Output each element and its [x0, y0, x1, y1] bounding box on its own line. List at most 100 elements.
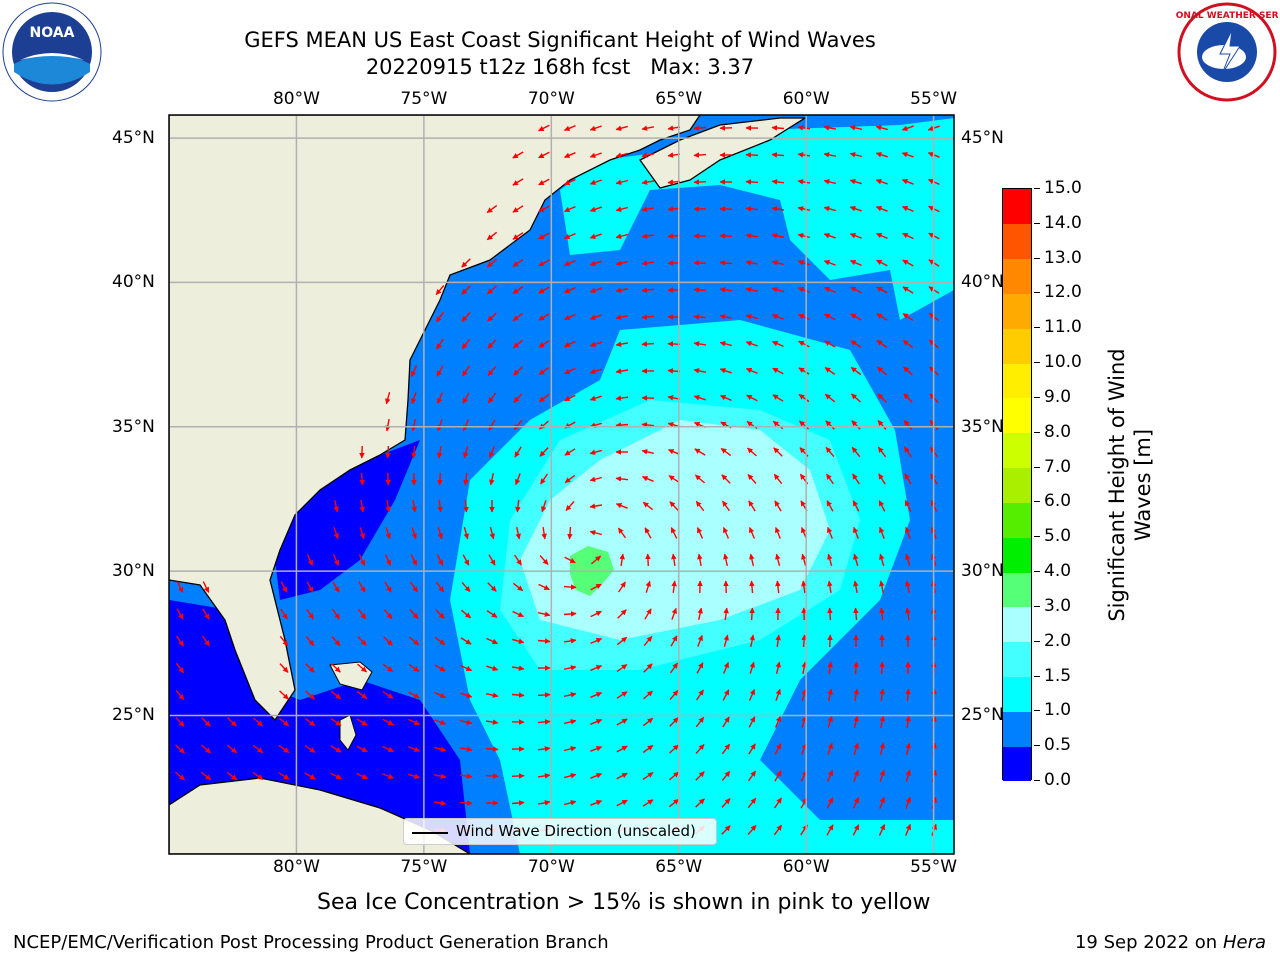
wind-wave-arrow: [826, 473, 834, 485]
wind-wave-arrow: [671, 580, 677, 593]
wind-wave-arrow: [304, 745, 316, 753]
wind-wave-arrow: [539, 447, 549, 457]
colorbar-title-line2: Waves [m]: [1131, 428, 1155, 542]
wind-wave-arrow: [615, 287, 629, 293]
wind-wave-arrow: [748, 500, 756, 512]
wind-wave-arrow: [409, 609, 419, 619]
wind-wave-arrow: [487, 582, 497, 592]
wind-wave-arrow: [878, 473, 886, 485]
colorbar-tick: [1034, 605, 1040, 607]
wind-wave-arrow: [486, 204, 498, 214]
wind-wave-arrow: [826, 769, 834, 782]
wind-wave-arrow: [202, 635, 210, 647]
wind-wave-arrow: [463, 527, 469, 540]
colorbar-tick-label: 1.5: [1044, 665, 1072, 686]
wind-wave-arrow: [564, 773, 577, 779]
wind-wave-arrow: [879, 769, 885, 782]
wind-wave-arrow: [797, 233, 810, 239]
footer-date: 19 Sep 2022 on Hera: [1075, 932, 1266, 953]
wind-wave-arrow: [902, 339, 914, 349]
wind-wave-arrow: [359, 472, 365, 486]
colorbar-segment: [1003, 641, 1031, 678]
colorbar-tick-label: 8.0: [1044, 421, 1072, 442]
wind-wave-arrow: [616, 691, 628, 699]
wind-wave-arrow: [801, 688, 807, 701]
wind-wave-arrow: [461, 258, 471, 268]
wind-wave-arrow: [513, 419, 523, 431]
lat-tick-label: 35°N: [961, 416, 1004, 437]
wind-wave-arrow: [176, 581, 184, 593]
lat-tick-label: 30°N: [112, 561, 155, 582]
wind-wave-arrow: [511, 773, 525, 779]
wind-wave-arrow: [771, 152, 785, 158]
wind-wave-arrow: [748, 743, 756, 755]
wind-wave-arrow: [176, 608, 184, 620]
wind-wave-arrow: [541, 500, 547, 513]
lat-tick-label: 45°N: [961, 128, 1004, 149]
wind-wave-arrow: [823, 286, 836, 294]
wind-wave-arrow: [385, 418, 391, 432]
wind-wave-arrow: [670, 527, 678, 539]
wind-wave-arrow: [615, 422, 629, 428]
wind-wave-arrow: [823, 206, 836, 212]
wind-wave-arrow: [537, 719, 551, 725]
wind-wave-arrow: [879, 796, 885, 809]
wind-wave-arrow: [486, 637, 499, 645]
wind-wave-arrow: [798, 340, 810, 348]
wind-wave-arrow: [382, 773, 395, 779]
wind-wave-arrow: [489, 446, 495, 459]
wind-wave-arrow: [772, 394, 784, 402]
wind-wave-arrow: [515, 499, 521, 513]
wind-wave-arrow: [487, 285, 497, 295]
colorbar-tick-label: 14.0: [1044, 212, 1082, 233]
wind-wave-arrow: [669, 690, 679, 700]
wind-wave-arrow: [563, 259, 576, 267]
contour-0-0.5-georgia: [270, 440, 420, 600]
wind-wave-arrow: [798, 367, 810, 375]
chart-title: GEFS MEAN US East Coast Significant Heig…: [244, 28, 876, 52]
wind-wave-arrow: [437, 472, 443, 486]
wind-wave-arrow: [226, 744, 238, 754]
wind-wave-arrow: [771, 314, 784, 320]
wind-wave-arrow: [330, 718, 342, 726]
lon-tick-label: 70°W: [527, 89, 575, 109]
wind-wave-arrow: [644, 527, 652, 539]
wind-wave-arrow: [641, 152, 655, 158]
wind-wave-arrow: [772, 367, 784, 375]
wind-wave-arrow: [671, 553, 677, 567]
lon-tick-label: 65°W: [655, 857, 703, 877]
wind-wave-arrow: [563, 205, 576, 213]
wind-wave-arrow: [512, 151, 524, 159]
wind-wave-arrow: [615, 260, 628, 266]
wind-wave-arrow: [489, 473, 495, 486]
wind-wave-arrow: [461, 312, 471, 322]
wind-wave-arrow: [615, 368, 629, 374]
wind-wave-arrow: [331, 636, 341, 646]
lon-tick-label: 60°W: [782, 89, 830, 109]
wind-wave-arrow: [437, 445, 443, 459]
wind-wave-arrow: [459, 800, 473, 806]
wind-wave-arrow: [641, 287, 655, 293]
wind-wave-arrow: [641, 260, 655, 266]
wind-wave-arrow: [905, 553, 911, 566]
wind-wave-arrow: [852, 796, 860, 809]
wind-wave-arrow: [850, 286, 862, 294]
wind-wave-arrow: [851, 420, 861, 430]
wind-wave-arrow: [876, 286, 888, 294]
footer-date-text: 19 Sep 2022 on: [1074, 932, 1218, 953]
wind-wave-arrow: [615, 179, 628, 185]
wind-wave-arrow: [722, 689, 730, 701]
wind-wave-arrow: [615, 341, 629, 347]
wind-wave-arrow: [538, 205, 550, 213]
wind-wave-arrow: [801, 661, 807, 675]
wind-wave-arrow: [695, 744, 705, 754]
wind-wave-arrow: [774, 715, 782, 728]
wind-wave-arrow: [333, 499, 339, 513]
wind-wave-arrow: [436, 392, 444, 405]
wind-wave-arrow: [538, 259, 550, 267]
wind-wave-arrow: [747, 770, 757, 782]
wind-wave-arrow: [720, 447, 732, 457]
wind-wave-arrow: [797, 287, 810, 293]
wind-wave-arrow: [721, 770, 731, 782]
